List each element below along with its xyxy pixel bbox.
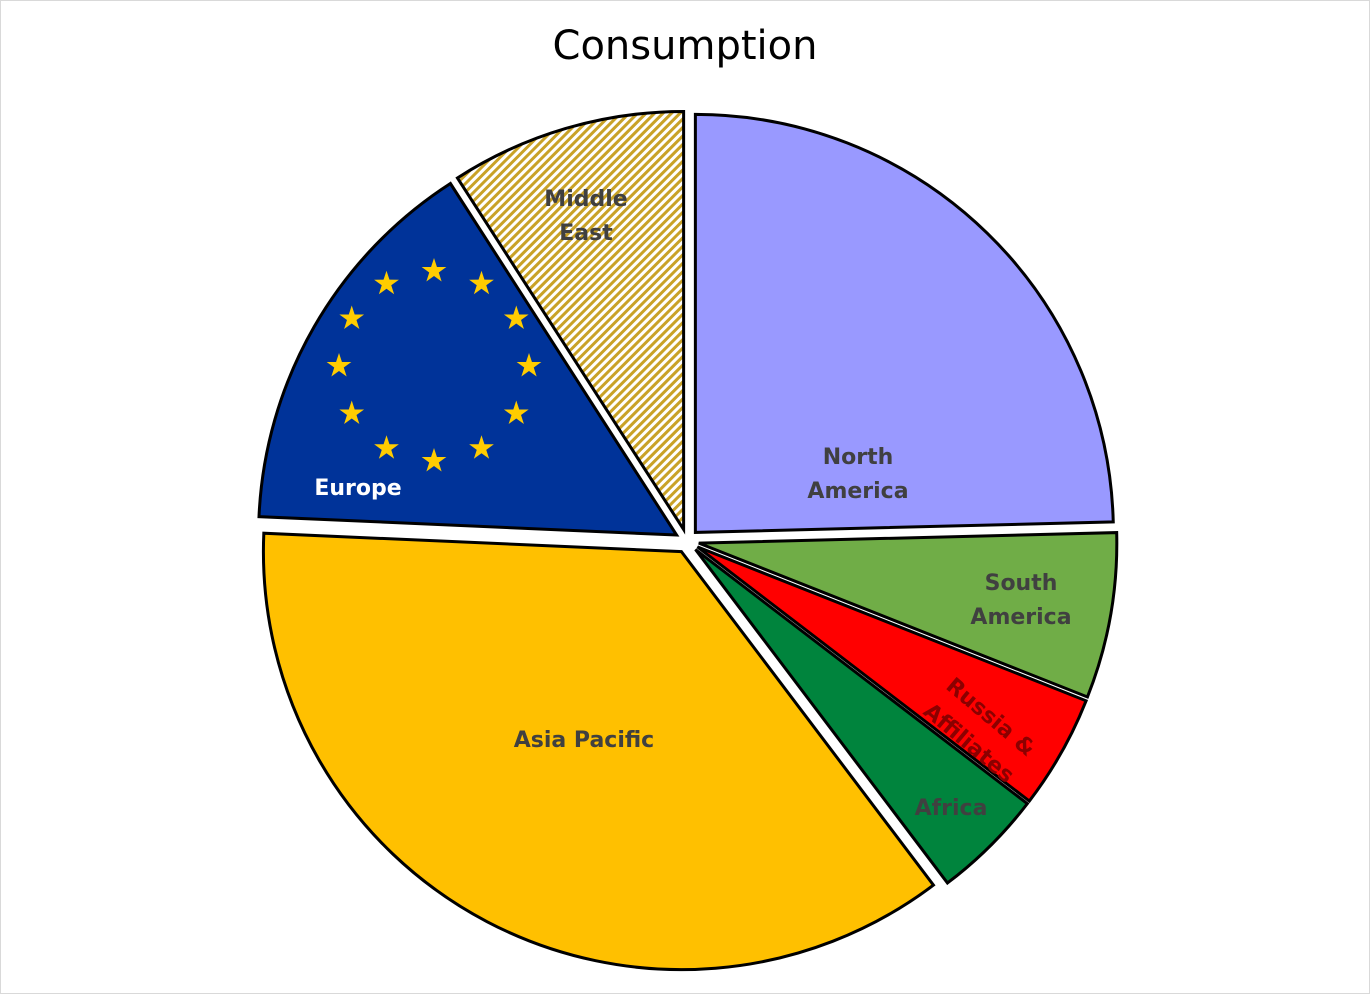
- eu-star: [503, 305, 529, 330]
- eu-star: [421, 448, 447, 472]
- slice-label: Europe: [314, 476, 402, 501]
- pie-slice: [257, 181, 680, 537]
- chart-title: Consumption: [552, 23, 818, 69]
- eu-star: [469, 435, 494, 459]
- eu-star: [374, 270, 399, 295]
- slice-label: South America: [970, 571, 1072, 630]
- eu-star: [339, 400, 365, 425]
- pie-slice: [261, 531, 936, 972]
- slice-label: Africa: [914, 796, 988, 821]
- pie-slice: [693, 112, 1115, 534]
- eu-star: [374, 435, 399, 459]
- pie-slice: [696, 545, 1089, 804]
- eu-star: [421, 258, 447, 282]
- slice-label: Middle East: [544, 187, 628, 246]
- pie-slice: [694, 548, 1030, 886]
- slice-label: Asia Pacific: [513, 728, 655, 753]
- eu-star: [326, 353, 352, 377]
- eu-star: [503, 400, 529, 425]
- pie-slice: [455, 109, 686, 535]
- slice-label: North America: [807, 445, 909, 504]
- eu-star: [516, 353, 542, 377]
- pie-slice: [698, 531, 1119, 699]
- eu-star: [469, 270, 494, 295]
- eu-star: [339, 305, 365, 330]
